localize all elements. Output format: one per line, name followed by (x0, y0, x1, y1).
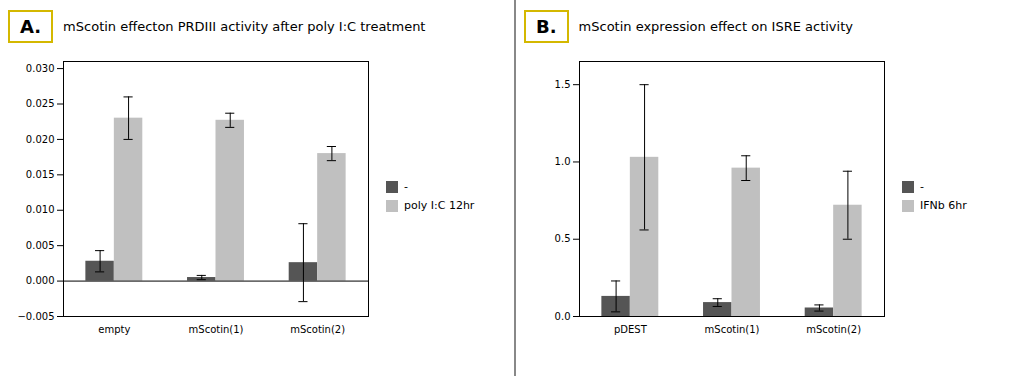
svg-text:0.5: 0.5 (555, 233, 571, 244)
svg-text:mScotin(1): mScotin(1) (189, 324, 244, 335)
svg-text:0.020: 0.020 (26, 134, 55, 145)
html-text:IFNb 6hr: IFNb 6hr (920, 199, 967, 212)
svg-text:0.000: 0.000 (26, 275, 55, 286)
svg-text:0.0: 0.0 (555, 311, 571, 322)
svg-text:0.010: 0.010 (26, 204, 55, 215)
html-text:poly I:C 12hr: poly I:C 12hr (404, 199, 475, 212)
svg-text:1.0: 1.0 (555, 156, 571, 167)
svg-text:−0.005: −0.005 (17, 311, 54, 322)
html-text:mScotin effecton PRDIII activi: mScotin effecton PRDIII activity after p… (63, 18, 426, 34)
html-text:A.: A. (20, 15, 42, 37)
svg-text:mScotin(1): mScotin(1) (705, 324, 760, 335)
svg-text:pDEST: pDEST (614, 324, 648, 335)
html-text:B.: B. (536, 15, 557, 37)
svg-text:0.030: 0.030 (26, 63, 55, 74)
svg-text:mScotin(2): mScotin(2) (290, 324, 345, 335)
svg-text:mScotin(2): mScotin(2) (806, 324, 861, 335)
svg-text:empty: empty (98, 324, 130, 335)
html-text:mScotin expression effect on I: mScotin expression effect on ISRE activi… (578, 18, 853, 34)
svg-text:1.5: 1.5 (555, 79, 571, 90)
svg-text:0.015: 0.015 (26, 169, 55, 180)
svg-text:0.025: 0.025 (26, 98, 55, 109)
svg-text:0.005: 0.005 (26, 240, 55, 251)
